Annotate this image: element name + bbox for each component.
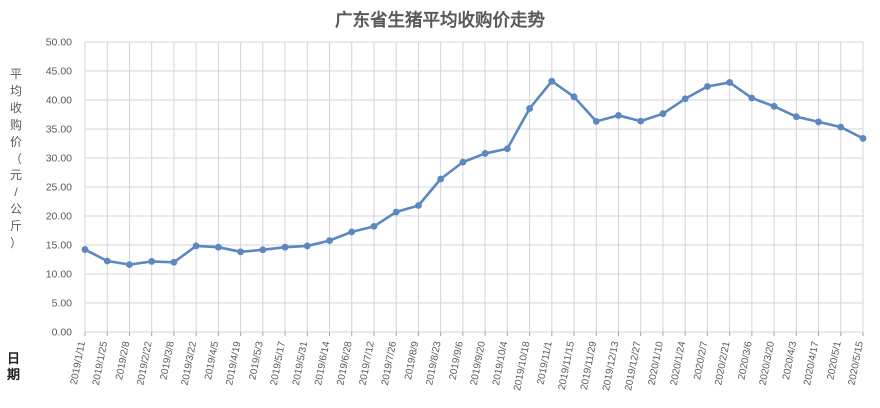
svg-text:2019/8/9: 2019/8/9 — [403, 340, 421, 381]
svg-text:2019/11/15: 2019/11/15 — [557, 340, 577, 391]
svg-text:2019/6/14: 2019/6/14 — [313, 340, 332, 386]
svg-text:2020/4/3: 2020/4/3 — [781, 340, 799, 381]
svg-text:2019/9/20: 2019/9/20 — [469, 340, 488, 386]
svg-text:2019/5/31: 2019/5/31 — [291, 340, 310, 386]
svg-text:2019/8/23: 2019/8/23 — [424, 340, 443, 386]
svg-text:2020/2/7: 2020/2/7 — [692, 340, 710, 381]
svg-text:40.00: 40.00 — [46, 95, 72, 107]
svg-text:45.00: 45.00 — [46, 66, 72, 78]
svg-text:2020/4/17: 2020/4/17 — [802, 340, 821, 386]
svg-text:2020/5/1: 2020/5/1 — [825, 340, 843, 381]
svg-text:2019/12/13: 2019/12/13 — [601, 340, 621, 392]
svg-text:2019/4/5: 2019/4/5 — [203, 340, 221, 381]
svg-text:2019/7/26: 2019/7/26 — [380, 340, 399, 386]
svg-text:2019/3/22: 2019/3/22 — [180, 340, 199, 386]
svg-text:20.00: 20.00 — [46, 211, 72, 223]
svg-text:2019/2/8: 2019/2/8 — [114, 340, 132, 381]
svg-text:2019/5/17: 2019/5/17 — [269, 340, 288, 386]
svg-text:35.00: 35.00 — [46, 124, 72, 136]
svg-text:2020/1/10: 2020/1/10 — [647, 340, 666, 386]
svg-text:2019/11/29: 2019/11/29 — [579, 340, 599, 391]
svg-text:2019/6/28: 2019/6/28 — [335, 340, 354, 386]
svg-text:2019/2/22: 2019/2/22 — [135, 340, 154, 386]
svg-text:2020/2/21: 2020/2/21 — [713, 340, 732, 386]
svg-text:2020/3/6: 2020/3/6 — [737, 340, 755, 381]
svg-text:2020/5/15: 2020/5/15 — [847, 340, 866, 386]
svg-text:2020/1/24: 2020/1/24 — [669, 340, 688, 386]
svg-text:2019/3/8: 2019/3/8 — [159, 340, 177, 381]
svg-text:2019/7/12: 2019/7/12 — [358, 340, 377, 386]
svg-text:2019/10/4: 2019/10/4 — [491, 340, 510, 386]
svg-text:2019/1/11: 2019/1/11 — [69, 340, 88, 385]
svg-text:2019/10/18: 2019/10/18 — [512, 340, 532, 392]
svg-text:2019/12/27: 2019/12/27 — [623, 340, 643, 392]
svg-text:2019/9/6: 2019/9/6 — [448, 340, 466, 381]
svg-text:2019/5/3: 2019/5/3 — [248, 340, 266, 381]
svg-text:30.00: 30.00 — [46, 153, 72, 165]
svg-text:0.00: 0.00 — [52, 327, 73, 339]
svg-text:25.00: 25.00 — [46, 182, 72, 194]
svg-text:15.00: 15.00 — [46, 240, 72, 252]
svg-text:2019/4/19: 2019/4/19 — [224, 340, 243, 386]
svg-text:2019/1/25: 2019/1/25 — [91, 340, 110, 386]
svg-text:2019/11/1: 2019/11/1 — [536, 340, 555, 385]
svg-text:50.00: 50.00 — [46, 37, 72, 49]
svg-text:10.00: 10.00 — [46, 269, 72, 281]
svg-text:2020/3/20: 2020/3/20 — [758, 340, 777, 386]
svg-text:5.00: 5.00 — [52, 298, 73, 310]
